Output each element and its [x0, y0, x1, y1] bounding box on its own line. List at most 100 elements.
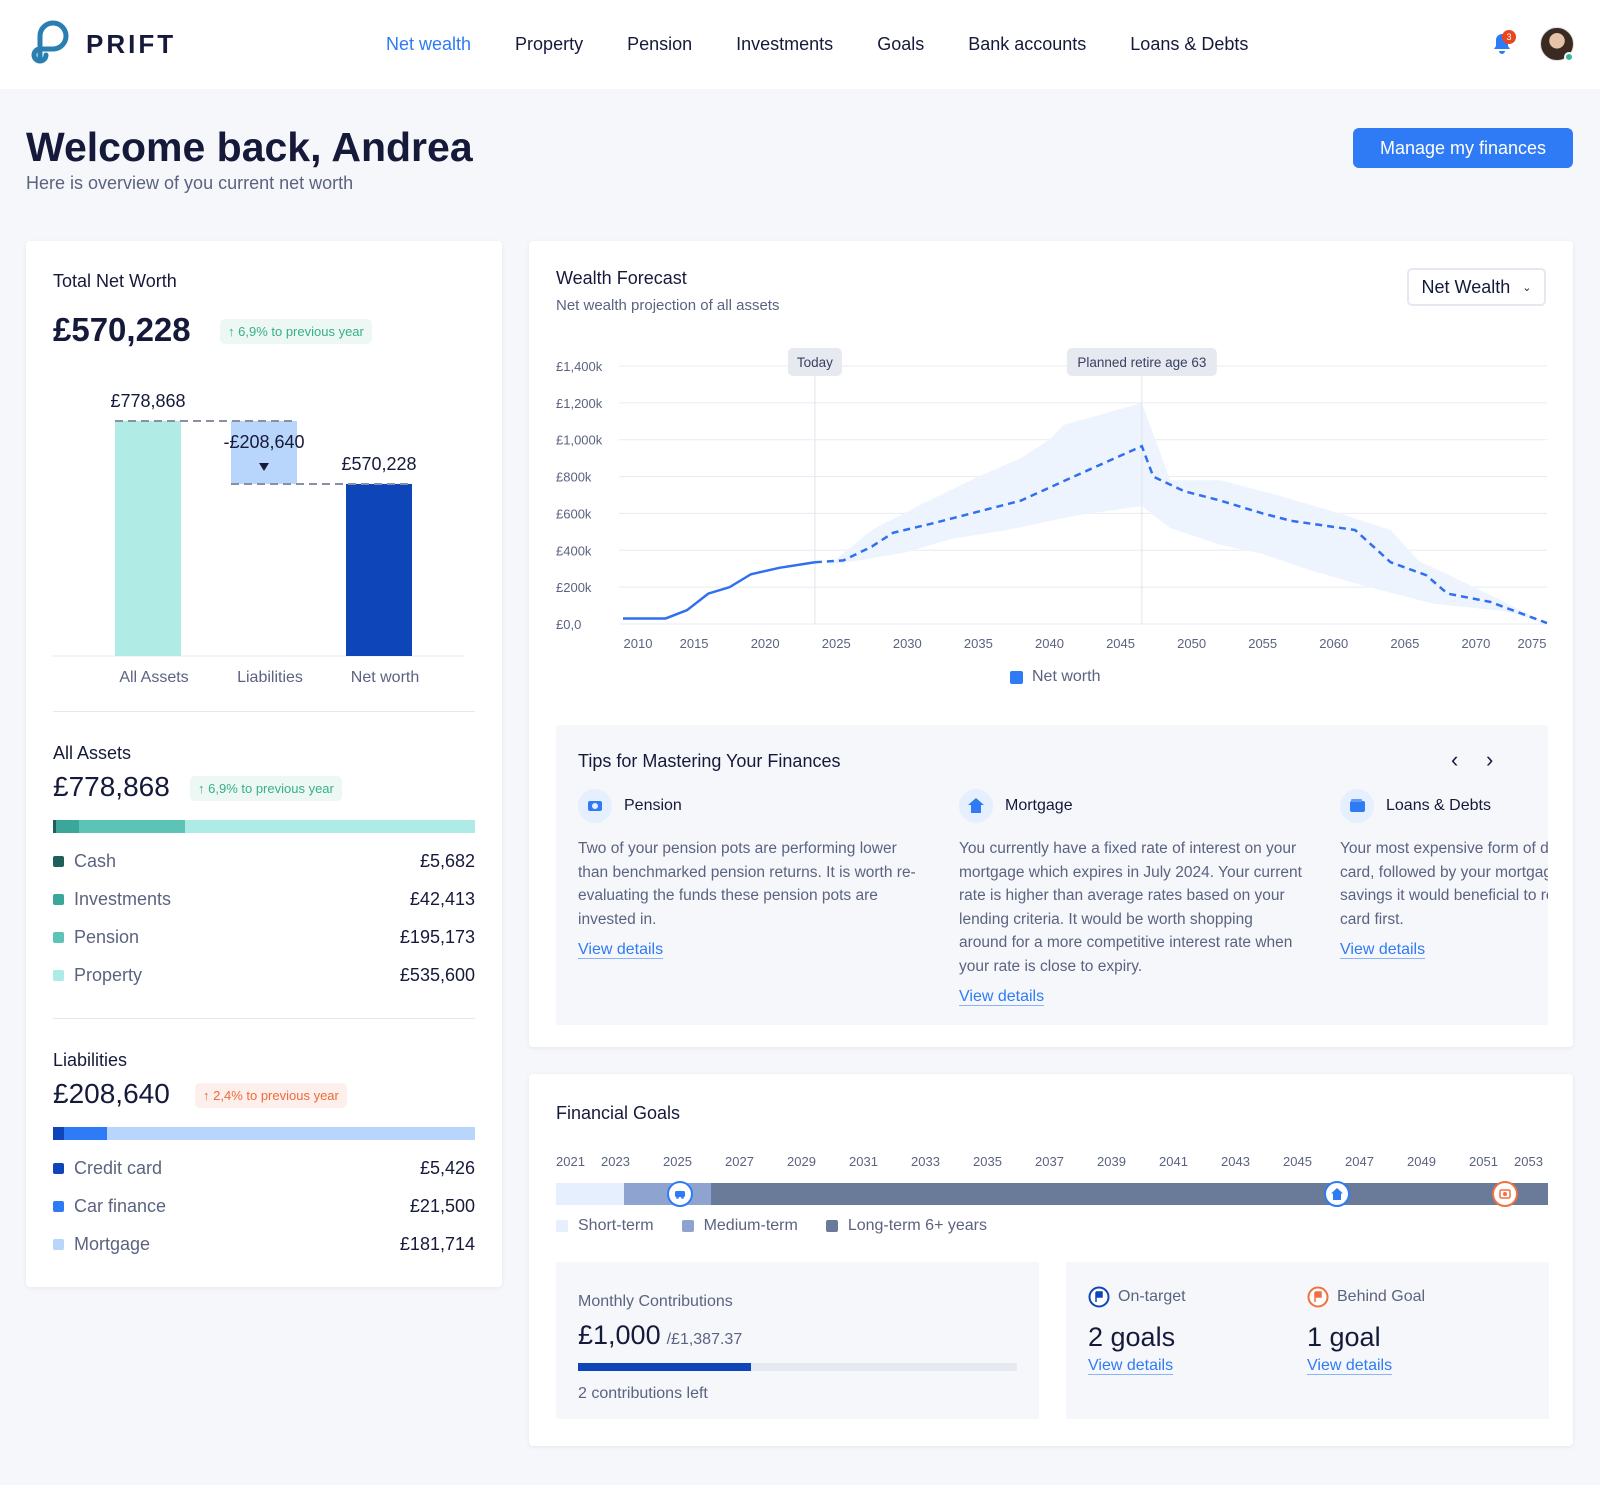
- breakdown-item[interactable]: Mortgage £181,714: [53, 1234, 475, 1255]
- year-label: 2045: [1283, 1154, 1312, 1169]
- liabilities-title: Liabilities: [53, 1050, 128, 1070]
- tip-body: Two of your pension pots are performing …: [578, 840, 916, 928]
- bar-value-label: -£208,640: [223, 432, 304, 452]
- goal-legend-item: Medium-term: [681, 1217, 798, 1235]
- projection-band: [829, 402, 1547, 624]
- category-label: All Assets: [119, 669, 188, 686]
- x-tick-label: 2045: [1106, 636, 1135, 651]
- tip-header: Mortgage: [959, 789, 1304, 823]
- tip-view-details-link[interactable]: View details: [1340, 941, 1426, 958]
- year-label: 2021: [556, 1154, 585, 1169]
- breakdown-item[interactable]: Pension £195,173: [53, 927, 475, 948]
- nav-goals[interactable]: Goals: [877, 34, 925, 54]
- tip-view-details-link[interactable]: View details: [578, 941, 664, 958]
- timeline-segment: [711, 1183, 1548, 1205]
- item-label: Investments: [74, 889, 172, 909]
- forecast-metric-select[interactable]: Net Wealth ⌄: [1407, 268, 1546, 306]
- liabilities-change: 2,4% to previous year: [213, 1088, 339, 1103]
- chart-legend: Net worth: [1010, 668, 1100, 686]
- marker-label-bg: [1066, 348, 1217, 376]
- manage-finances-button[interactable]: Manage my finances: [1353, 128, 1573, 168]
- goal-milestone-car-icon[interactable]: [667, 1181, 693, 1207]
- assets-amount: £778,868: [53, 771, 170, 802]
- item-value: £5,682: [419, 851, 475, 871]
- item-label: Mortgage: [74, 1234, 151, 1254]
- legend-swatch: [825, 1220, 838, 1232]
- year-label: 2043: [1221, 1154, 1250, 1169]
- logo[interactable]: PRIFT: [26, 18, 176, 70]
- tips-panel: Tips for Mastering Your Finances ‹ › Pen…: [556, 725, 1548, 1025]
- breakdown-item[interactable]: Car finance £21,500: [53, 1196, 475, 1217]
- net-worth-change-badge: ↑ 6,9% to previous year: [220, 319, 372, 344]
- item-value: £42,413: [409, 889, 475, 909]
- behind-goal-view-details[interactable]: View details: [1307, 1357, 1393, 1374]
- goal-milestone-home-icon[interactable]: [1324, 1181, 1351, 1207]
- goal-legend-item: Short-term: [556, 1217, 654, 1235]
- x-tick-label: 2075: [1518, 636, 1547, 651]
- forecast-title: Wealth Forecast: [556, 268, 687, 288]
- breakdown-segment: [79, 820, 185, 833]
- year-label: 2035: [973, 1154, 1002, 1169]
- today-marker-label: Today: [797, 355, 833, 370]
- breakdown-segment: [184, 820, 475, 833]
- breakdown-segment: [56, 820, 80, 833]
- on-target-count: 2 goals: [1088, 1322, 1176, 1352]
- marker-label-bg: [787, 348, 842, 376]
- page-subtitle: Here is overview of you current net wort…: [26, 173, 354, 193]
- breakdown-segment: [107, 1127, 475, 1140]
- monthly-contributions-box: Monthly Contributions £1,000 /£1,387.37 …: [556, 1262, 1039, 1419]
- on-target-block: On-target 2 goals View details: [1088, 1286, 1186, 1375]
- goal-milestone-pension-icon[interactable]: [1491, 1181, 1518, 1207]
- notification-badge: 3: [1502, 30, 1516, 44]
- year-label: 2033: [911, 1154, 940, 1169]
- category-label: Liabilities: [237, 669, 303, 686]
- tips-next-button[interactable]: ›: [1486, 747, 1494, 772]
- waterfall-chart: £778,868 -£208,640 £570,228 All Assets Liabi…: [52, 391, 465, 686]
- year-label: 2023: [601, 1154, 630, 1169]
- x-tick-label: 2055: [1248, 636, 1277, 651]
- year-label: 2051: [1469, 1154, 1498, 1169]
- breakdown-item[interactable]: Investments £42,413: [53, 889, 475, 910]
- legend-label: Net worth: [1032, 668, 1101, 685]
- on-target-view-details[interactable]: View details: [1088, 1357, 1174, 1374]
- breakdown-label: Property: [53, 965, 142, 986]
- category-label: Net worth: [351, 669, 419, 686]
- breakdown-item[interactable]: Property £535,600: [53, 965, 475, 986]
- projected-line: [814, 444, 1548, 625]
- nav-pension[interactable]: Pension: [627, 34, 693, 54]
- assets-change: 6,9% to previous year: [208, 781, 334, 796]
- legend-swatch: [53, 970, 64, 981]
- breakdown-label: Credit card: [53, 1158, 162, 1179]
- breakdown-label: Cash: [53, 851, 116, 872]
- tips-prev-button[interactable]: ‹: [1451, 747, 1459, 772]
- year-label: 2027: [725, 1154, 754, 1169]
- legend-swatch: [681, 1220, 694, 1232]
- bar-liabilities: [231, 421, 297, 484]
- net-worth-title: Total Net Worth: [53, 271, 177, 291]
- y-tick-label: £600k: [556, 506, 592, 521]
- year-label: 2041: [1159, 1154, 1188, 1169]
- retire-marker-label: Planned retire age 63: [1077, 355, 1206, 370]
- nav-investments[interactable]: Investments: [736, 34, 834, 54]
- year-label: 2031: [849, 1154, 878, 1169]
- nav-bank-accounts[interactable]: Bank accounts: [968, 34, 1087, 54]
- nav-loans-debts[interactable]: Loans & Debts: [1130, 34, 1249, 54]
- breakdown-item[interactable]: Credit card £5,426: [53, 1158, 475, 1179]
- year-label: 2053: [1514, 1154, 1543, 1169]
- tip-view-details-link[interactable]: View details: [959, 988, 1045, 1005]
- item-value: £195,173: [399, 927, 475, 947]
- bar-all-assets: [115, 421, 181, 656]
- x-tick-label: 2010: [624, 636, 653, 651]
- tip-title: Pension: [624, 797, 682, 814]
- assets-breakdown-bar: [53, 820, 475, 833]
- financial-goals-card: Financial Goals 2021 2023 2025 2027 2029 2031…: [529, 1074, 1573, 1446]
- breakdown-segment: [53, 820, 57, 833]
- nav-net-wealth[interactable]: Net wealth: [386, 34, 472, 54]
- breakdown-item[interactable]: Cash £5,682: [53, 851, 475, 872]
- chevron-down-icon: ⌄: [1522, 281, 1532, 294]
- breakdown-label: Car finance: [53, 1196, 166, 1217]
- item-value: £5,426: [419, 1158, 475, 1178]
- tip-body: You currently have a fixed rate of inter…: [959, 840, 1302, 975]
- bar-value-label: £778,868: [110, 391, 185, 411]
- nav-property[interactable]: Property: [515, 34, 584, 54]
